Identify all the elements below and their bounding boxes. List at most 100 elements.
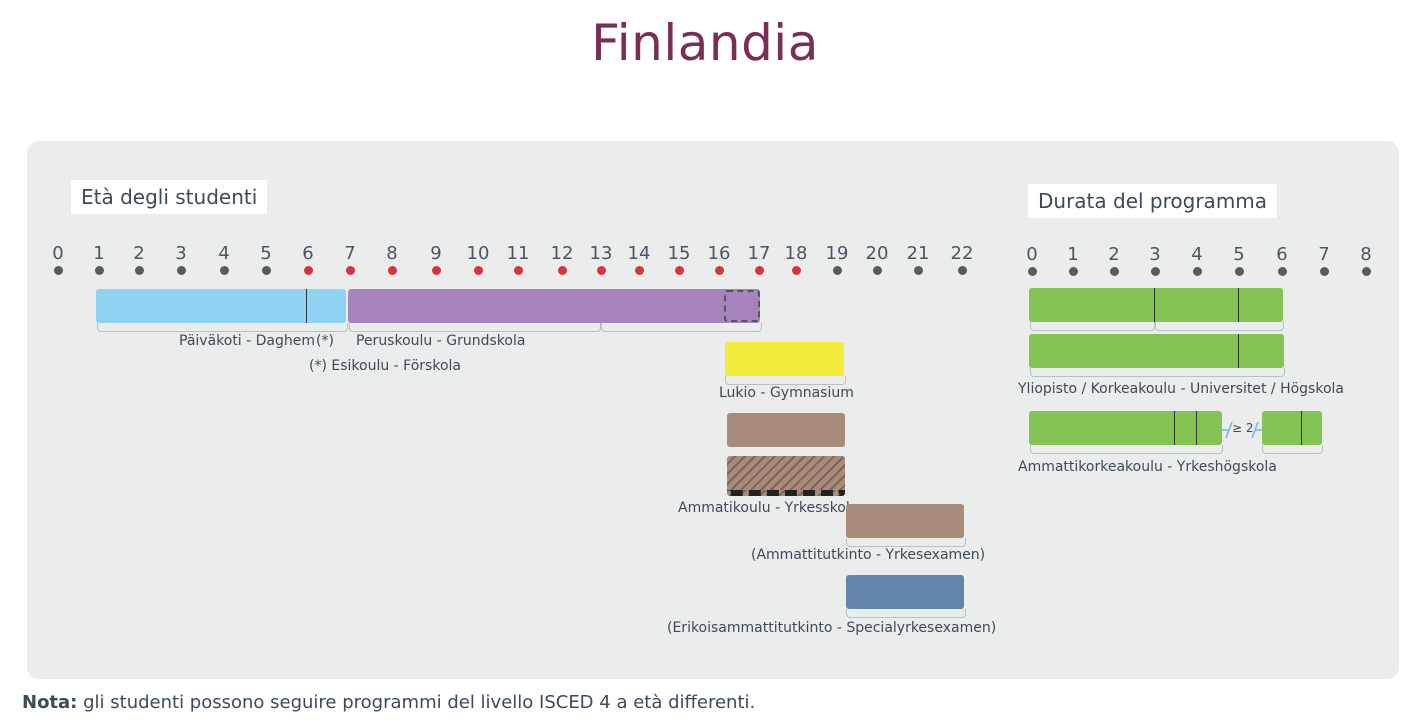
yliopisto-bracket-1: [1030, 322, 1155, 331]
duration-tick-dot: [1234, 267, 1244, 276]
peruskoulu-bar: [348, 289, 760, 323]
peruskoulu-bracket-lower-secondary: [601, 323, 762, 332]
lukio-bar: [725, 342, 844, 376]
paivakoti-bar: [96, 289, 346, 323]
duration-tick-label: 6: [1276, 244, 1288, 265]
duration-tick-dot: [1150, 267, 1160, 276]
duration-tick-dot: [1027, 267, 1037, 276]
peruskoulu-bracket-primary: [349, 323, 601, 332]
age-tick-dot: [261, 266, 271, 275]
age-tick-label: 4: [218, 243, 230, 264]
age-tick-label: 3: [175, 243, 187, 264]
diagram-panel: [27, 141, 1399, 679]
duration-tick-label: 4: [1191, 244, 1203, 265]
amk-bar-2: [1262, 411, 1322, 445]
compulsory-age-dot: [303, 266, 313, 275]
age-tick-label: 14: [627, 243, 651, 264]
peruskoulu-label: Peruskoulu - Grundskola: [356, 333, 526, 349]
age-tick-label: 0: [52, 243, 64, 264]
duration-tick-label: 3: [1149, 244, 1161, 265]
compulsory-age-dot: [634, 266, 644, 275]
duration-tick-dot: [1277, 267, 1287, 276]
age-tick-dot: [176, 266, 186, 275]
gap-slash-left: [1225, 421, 1233, 439]
duration-tick-dot: [1192, 267, 1202, 276]
duration-tick-dot: [1361, 267, 1371, 276]
yliopisto-divider-2: [1238, 334, 1239, 368]
duration-tick-label: 2: [1108, 244, 1120, 265]
age-tick-label: 11: [506, 243, 530, 264]
duration-tick-label: 5: [1233, 244, 1245, 265]
age-tick-dot: [53, 266, 63, 275]
amk-bracket-2: [1262, 445, 1323, 454]
duration-tick-label: 7: [1318, 244, 1330, 265]
ammattitutkinto-bracket: [846, 538, 966, 547]
page-title: Finlandia: [591, 14, 819, 72]
compulsory-age-dot: [387, 266, 397, 275]
paivakoti-label: Päiväkoti - Daghem: [179, 333, 316, 349]
erikoisammattitutkinto-bar: [846, 575, 964, 609]
yliopisto-bracket-3: [1030, 368, 1285, 377]
yliopisto-divider-bachelor: [1154, 288, 1155, 322]
esikoulu-label: (*) Esikoulu - Förskola: [309, 358, 461, 374]
yliopisto-divider-master: [1238, 288, 1239, 322]
compulsory-age-dot: [791, 266, 801, 275]
compulsory-age-dot: [674, 266, 684, 275]
peruskoulu-optional-year: [724, 290, 760, 322]
age-tick-label: 20: [865, 243, 889, 264]
age-tick-label: 5: [260, 243, 272, 264]
ammatikoulu-workbased-bar: [727, 456, 845, 496]
yliopisto-label: Yliopisto / Korkeakoulu - Universitet / …: [1018, 381, 1344, 397]
age-tick-label: 17: [747, 243, 771, 264]
footnote-text: gli studenti possono seguire programmi d…: [77, 692, 756, 713]
age-tick-dot: [94, 266, 104, 275]
age-tick-label: 6: [302, 243, 314, 264]
compulsory-age-dot: [596, 266, 606, 275]
compulsory-age-dot: [754, 266, 764, 275]
age-tick-label: 8: [386, 243, 398, 264]
amk-divider-1: [1174, 411, 1175, 445]
age-tick-label: 16: [707, 243, 731, 264]
age-tick-dot: [957, 266, 967, 275]
erikoisammattitutkinto-bracket: [846, 609, 966, 618]
age-tick-label: 9: [430, 243, 442, 264]
age-tick-dot: [913, 266, 923, 275]
duration-tick-dot: [1068, 267, 1078, 276]
compulsory-age-dot: [473, 266, 483, 275]
footnote: Nota: gli studenti possono seguire progr…: [22, 692, 755, 713]
age-tick-dot: [219, 266, 229, 275]
compulsory-age-dot: [557, 266, 567, 275]
age-tick-dot: [832, 266, 842, 275]
yliopisto-bar-1: [1029, 288, 1283, 322]
age-axis-header: Età degli studenti: [71, 180, 268, 214]
age-tick-dot: [872, 266, 882, 275]
age-tick-label: 15: [667, 243, 691, 264]
footnote-label: Nota:: [22, 692, 78, 713]
ammatikoulu-bar: [727, 413, 845, 447]
age-tick-label: 10: [466, 243, 490, 264]
yliopisto-bar-2: [1029, 334, 1284, 368]
paivakoti-bracket: [97, 323, 348, 332]
age-tick-label: 12: [550, 243, 574, 264]
compulsory-age-dot: [431, 266, 441, 275]
age-tick-label: 1: [93, 243, 105, 264]
amk-divider-2: [1196, 411, 1197, 445]
lukio-bracket: [725, 376, 846, 385]
yliopisto-bracket-2: [1155, 322, 1284, 331]
amk-bar-1: [1029, 411, 1222, 445]
duration-tick-label: 8: [1360, 244, 1372, 265]
lukio-label: Lukio - Gymnasium: [719, 385, 854, 401]
amk-bracket-1: [1030, 445, 1223, 454]
amk-label: Ammattikorkeakoulu - Yrkeshögskola: [1018, 459, 1277, 475]
duration-tick-dot: [1319, 267, 1329, 276]
compulsory-age-dot: [345, 266, 355, 275]
age-tick-label: 2: [133, 243, 145, 264]
age-tick-label: 22: [950, 243, 974, 264]
compulsory-age-dot: [714, 266, 724, 275]
amk-gap-label: ≥ 2: [1232, 421, 1254, 435]
age-tick-label: 13: [589, 243, 613, 264]
age-tick-label: 7: [344, 243, 356, 264]
amk-work-experience-gap: [1222, 421, 1262, 439]
erikoisammattitutkinto-label: (Erikoisammattitutkinto - Specialyrkesex…: [667, 620, 997, 636]
ammatikoulu-label: Ammatikoulu - Yrkesskola: [678, 500, 859, 516]
